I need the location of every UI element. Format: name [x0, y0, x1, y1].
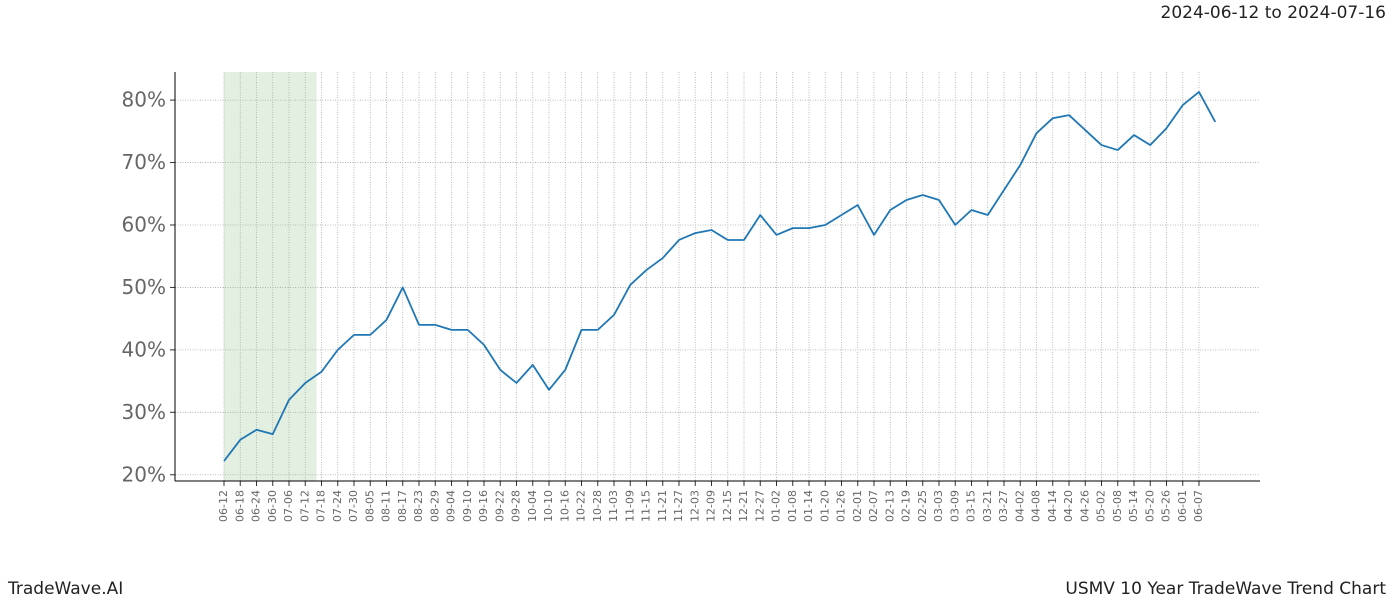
footer-left: TradeWave.AI [7, 579, 123, 599]
x-tick-label: 04-14 [1046, 490, 1059, 522]
x-tick-label: 11-27 [672, 490, 685, 522]
x-tick-label: 10-28 [591, 490, 604, 522]
x-tick-label: 08-11 [380, 490, 393, 522]
x-tick-label: 12-09 [705, 490, 718, 522]
x-tick-label: 08-05 [363, 490, 376, 522]
x-tick-label: 08-23 [412, 490, 425, 522]
line-series [223, 91, 1217, 462]
x-tick-label: 04-08 [1030, 490, 1043, 522]
x-tick-label: 03-21 [981, 490, 994, 522]
x-tick-label: 09-22 [493, 490, 506, 522]
x-tick-label: 05-14 [1127, 490, 1140, 522]
x-tick-label: 06-18 [233, 490, 246, 522]
x-tick-label: 03-27 [997, 490, 1010, 522]
y-tick-label: 50% [122, 275, 166, 299]
x-tick-label: 12-03 [688, 490, 701, 522]
x-tick-label: 05-20 [1143, 490, 1156, 522]
y-tick-label: 70% [122, 150, 166, 174]
x-tick-label: 10-10 [542, 490, 555, 522]
x-tick-label: 01-20 [818, 490, 831, 522]
x-tick-label: 03-15 [965, 490, 978, 522]
x-tick-label: 05-08 [1111, 490, 1124, 522]
x-tick-label: 12-27 [753, 490, 766, 522]
x-tick-label: 04-26 [1078, 490, 1091, 522]
x-tick-label: 02-07 [867, 490, 880, 522]
y-tick-label: 80% [122, 88, 166, 112]
x-tick-label: 01-26 [835, 490, 848, 522]
x-tick-label: 11-21 [656, 490, 669, 522]
x-tick-label: 11-09 [623, 490, 636, 522]
x-tick-label: 11-03 [607, 490, 620, 522]
footer-right: USMV 10 Year TradeWave Trend Chart [1065, 579, 1386, 599]
x-tick-label: 02-25 [916, 490, 929, 522]
y-tick-label: 60% [122, 212, 166, 236]
x-tick-label: 07-24 [331, 490, 344, 522]
x-tick-label: 02-13 [883, 490, 896, 522]
y-tick-label: 20% [122, 462, 166, 486]
x-tick-label: 09-28 [510, 490, 523, 522]
x-tick-label: 06-07 [1192, 490, 1205, 522]
highlight-region [224, 72, 317, 481]
x-tick-label: 01-08 [786, 490, 799, 522]
x-tick-label: 07-30 [347, 490, 360, 522]
x-tick-label: 06-24 [250, 490, 263, 522]
x-tick-label: 11-15 [640, 490, 653, 522]
x-tick-label: 06-12 [217, 490, 230, 522]
x-tick-label: 07-12 [298, 490, 311, 522]
date-range: 2024-06-12 to 2024-07-16 [1161, 3, 1386, 23]
x-tick-label: 03-09 [948, 490, 961, 522]
x-tick-label: 07-06 [282, 490, 295, 522]
x-tick-label: 10-16 [558, 490, 571, 522]
x-tick-label: 06-01 [1176, 490, 1189, 522]
x-tick-label: 07-18 [315, 490, 328, 522]
x-tick-label: 05-26 [1160, 490, 1173, 522]
x-tick-label: 01-02 [770, 490, 783, 522]
y-tick-label: 40% [122, 337, 166, 361]
x-tick-label: 06-30 [266, 490, 279, 522]
x-tick-label: 09-16 [477, 490, 490, 522]
x-tick-label: 02-01 [851, 490, 864, 522]
x-tick-label: 04-20 [1062, 490, 1075, 522]
x-tick-label: 09-10 [461, 490, 474, 522]
x-tick-label: 04-02 [1013, 490, 1026, 522]
x-tick-label: 08-17 [396, 490, 409, 522]
x-tick-label: 08-29 [428, 490, 441, 522]
x-tick-label: 01-14 [802, 490, 815, 522]
x-tick-label: 12-21 [737, 490, 750, 522]
x-tick-label: 09-04 [445, 490, 458, 522]
x-tick-label: 03-03 [932, 490, 945, 522]
y-tick-label: 30% [122, 400, 166, 424]
x-tick-label: 12-15 [721, 490, 734, 522]
x-tick-label: 05-02 [1095, 490, 1108, 522]
x-tick-label: 02-19 [900, 490, 913, 522]
x-tick-label: 10-22 [575, 490, 588, 522]
x-tick-label: 10-04 [526, 490, 539, 522]
